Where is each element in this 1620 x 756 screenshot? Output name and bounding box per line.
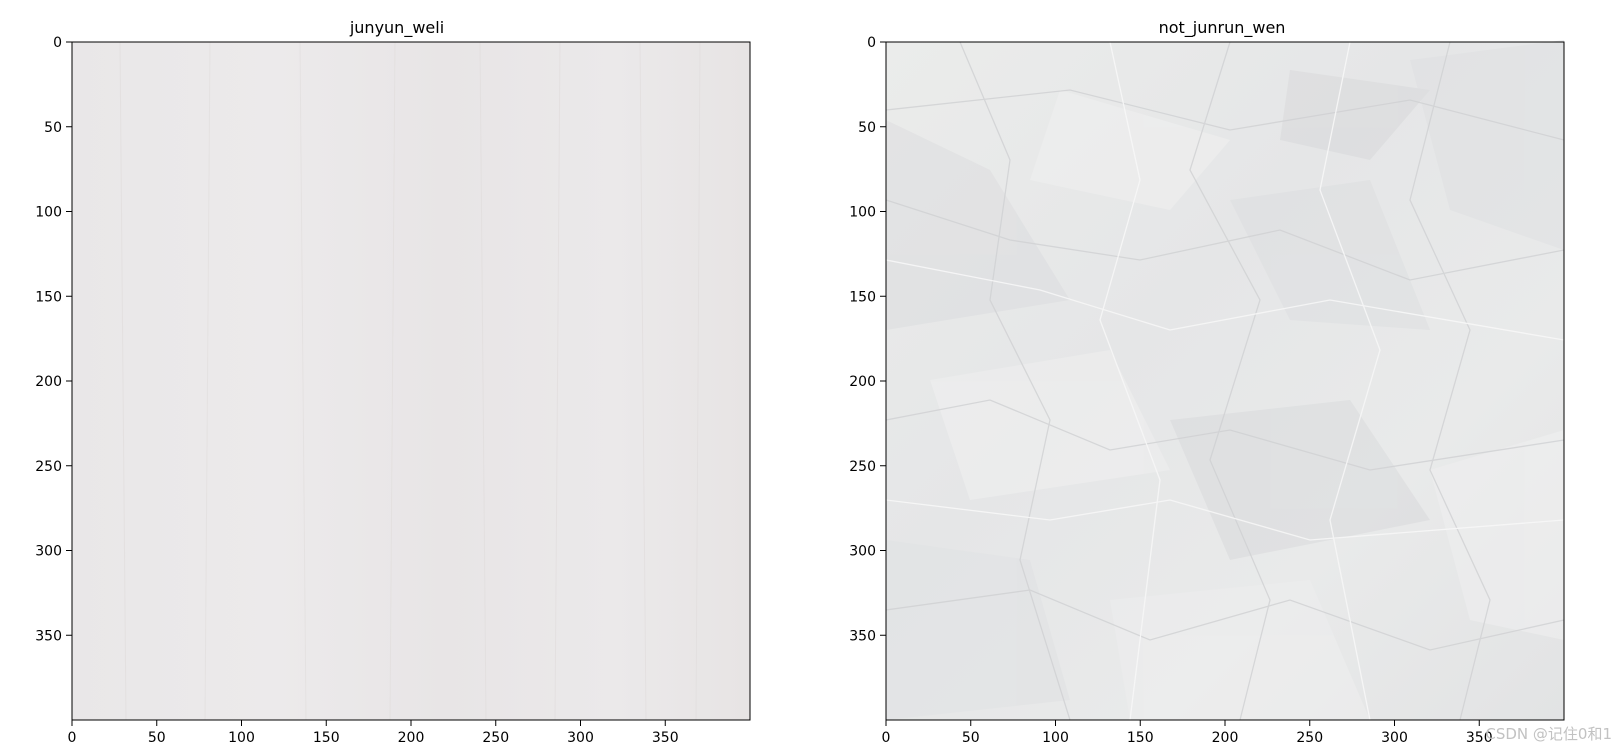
x-tick-label: 350 (1466, 730, 1493, 746)
x-tick-label: 250 (1296, 730, 1323, 746)
y-tick-label: 50 (858, 120, 876, 136)
watermark-text: CSDN @记住0和1 (1485, 725, 1612, 743)
x-tick-label: 150 (1127, 730, 1154, 746)
y-tick-label: 150 (849, 289, 876, 305)
y-tick-label: 200 (849, 374, 876, 390)
x-tick-label: 50 (962, 730, 980, 746)
y-tick-label: 100 (849, 205, 876, 221)
x-tick-label: 350 (652, 730, 679, 746)
x-axis-ticks: 0 50 100 150 200 250 300 350 (882, 720, 1493, 746)
y-tick-label: 0 (53, 35, 62, 51)
y-axis-ticks: 0 50 100 150 200 250 300 350 (35, 35, 72, 644)
y-tick-label: 250 (35, 459, 62, 475)
x-tick-label: 250 (482, 730, 509, 746)
x-tick-label: 100 (1042, 730, 1069, 746)
x-tick-label: 300 (567, 730, 594, 746)
subplot-right-svg: not_junrun_wen (849, 18, 1565, 746)
y-tick-label: 300 (35, 544, 62, 560)
x-tick-label: 50 (148, 730, 166, 746)
crumple-shading (886, 40, 1564, 720)
y-tick-label: 350 (35, 628, 62, 644)
x-tick-label: 150 (313, 730, 340, 746)
x-axis-ticks: 0 50 100 150 200 250 300 350 (68, 720, 679, 746)
y-tick-label: 200 (35, 374, 62, 390)
crumple-highlights (885, 41, 1565, 721)
y-tick-label: 150 (35, 289, 62, 305)
x-tick-label: 200 (1212, 730, 1239, 746)
subplot-junyun-weli: junyun_weli 0 50 100 150 200 250 300 350 0 50 100… (0, 0, 760, 752)
y-axis-ticks: 0 50 100 150 200 250 300 350 (849, 35, 886, 644)
subplot-not-junrun-wen: not_junrun_wen (810, 0, 1570, 752)
crumple-creases (885, 41, 1565, 721)
x-tick-label: 100 (228, 730, 255, 746)
smooth-paper-image (72, 42, 750, 720)
subplot-title: junyun_weli (349, 18, 444, 38)
x-tick-label: 0 (882, 730, 891, 746)
x-tick-label: 0 (68, 730, 77, 746)
y-tick-label: 50 (44, 120, 62, 136)
y-tick-label: 350 (849, 628, 876, 644)
y-tick-label: 0 (867, 35, 876, 51)
x-tick-label: 300 (1381, 730, 1408, 746)
y-tick-label: 300 (849, 544, 876, 560)
y-tick-label: 100 (35, 205, 62, 221)
subplot-title: not_junrun_wen (1159, 18, 1286, 38)
y-tick-label: 250 (849, 459, 876, 475)
subplot-left-svg: junyun_weli 0 50 100 150 200 250 300 350 0 50 100… (35, 18, 751, 746)
x-tick-label: 200 (398, 730, 425, 746)
smooth-paper-grain (119, 41, 701, 721)
